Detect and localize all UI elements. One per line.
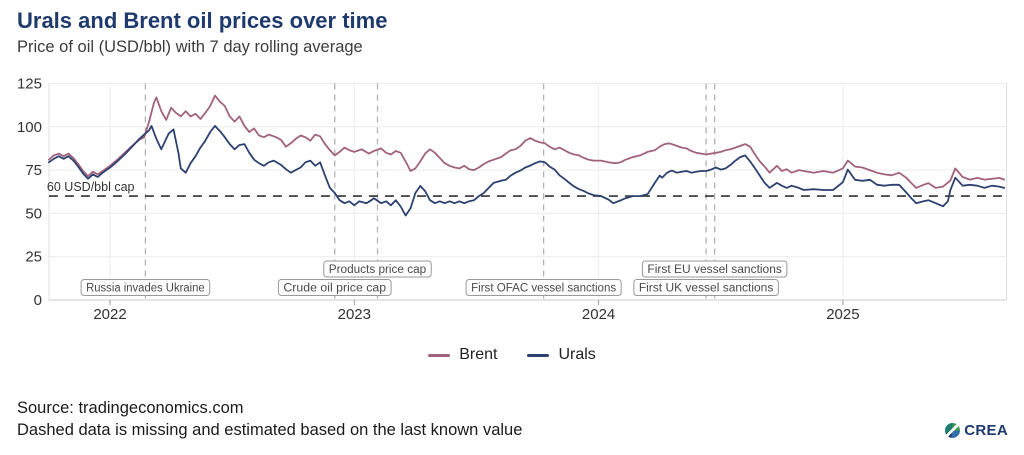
source-text: Source: tradingeconomics.com [17,399,244,417]
event-label: First UK vessel sanctions [639,283,774,295]
event-label-box [80,279,211,296]
legend-label-brent: Brent [459,346,498,363]
x-tick-label: 2024 [582,306,615,323]
x-tick-label: 2023 [338,306,371,323]
chart-legend: Brent Urals [0,346,1024,364]
event-label-box [641,260,788,278]
y-tick-label: 75 [25,162,42,179]
brent-line [48,94,1005,189]
event-label: First OFAC vessel sanctions [471,283,616,295]
crea-logo-text: CREA [964,422,1008,439]
legend-swatch-brent [428,353,451,357]
event-label: Products price cap [329,264,426,276]
chart-title: Urals and Brent oil prices over time [17,8,388,33]
event-label-box [323,260,432,278]
event-label: Crude oil price cap [283,283,386,295]
y-tick-label: 25 [25,249,42,266]
y-tick-label: 0 [34,292,42,309]
event-label-box [633,279,779,296]
price-cap-label: 60 USD/bbl cap [47,180,135,194]
chart-footer: Source: tradingeconomics.com Dashed data… [17,397,522,441]
legend-swatch-urals [527,353,550,357]
event-label: First EU vessel sanctions [647,264,782,276]
price-line-chart: 0 25 50 75 100 125 2022 2023 2024 2025 60 USD/bbl … [17,76,1008,323]
x-tick-label: 2025 [826,306,859,323]
y-tick-label: 100 [17,119,42,136]
legend-item-brent: Brent [428,346,497,364]
legend-label-urals: Urals [558,346,596,363]
x-tick-label: 2022 [93,306,126,323]
y-tick-label: 125 [17,76,42,93]
crea-logo-icon [945,423,961,438]
crea-logo: CREA [945,422,1008,439]
event-label: Russia invades Ukraine [86,283,205,295]
legend-item-urals: Urals [527,346,596,364]
chart-subtitle: Price of oil (USD/bbl) with 7 day rollin… [17,38,363,56]
urals-line [48,125,1005,217]
y-tick-label: 50 [25,205,42,222]
event-label-box [277,279,392,296]
missing-data-note: Dashed data is missing and estimated bas… [17,421,523,439]
event-label-box [465,279,622,296]
